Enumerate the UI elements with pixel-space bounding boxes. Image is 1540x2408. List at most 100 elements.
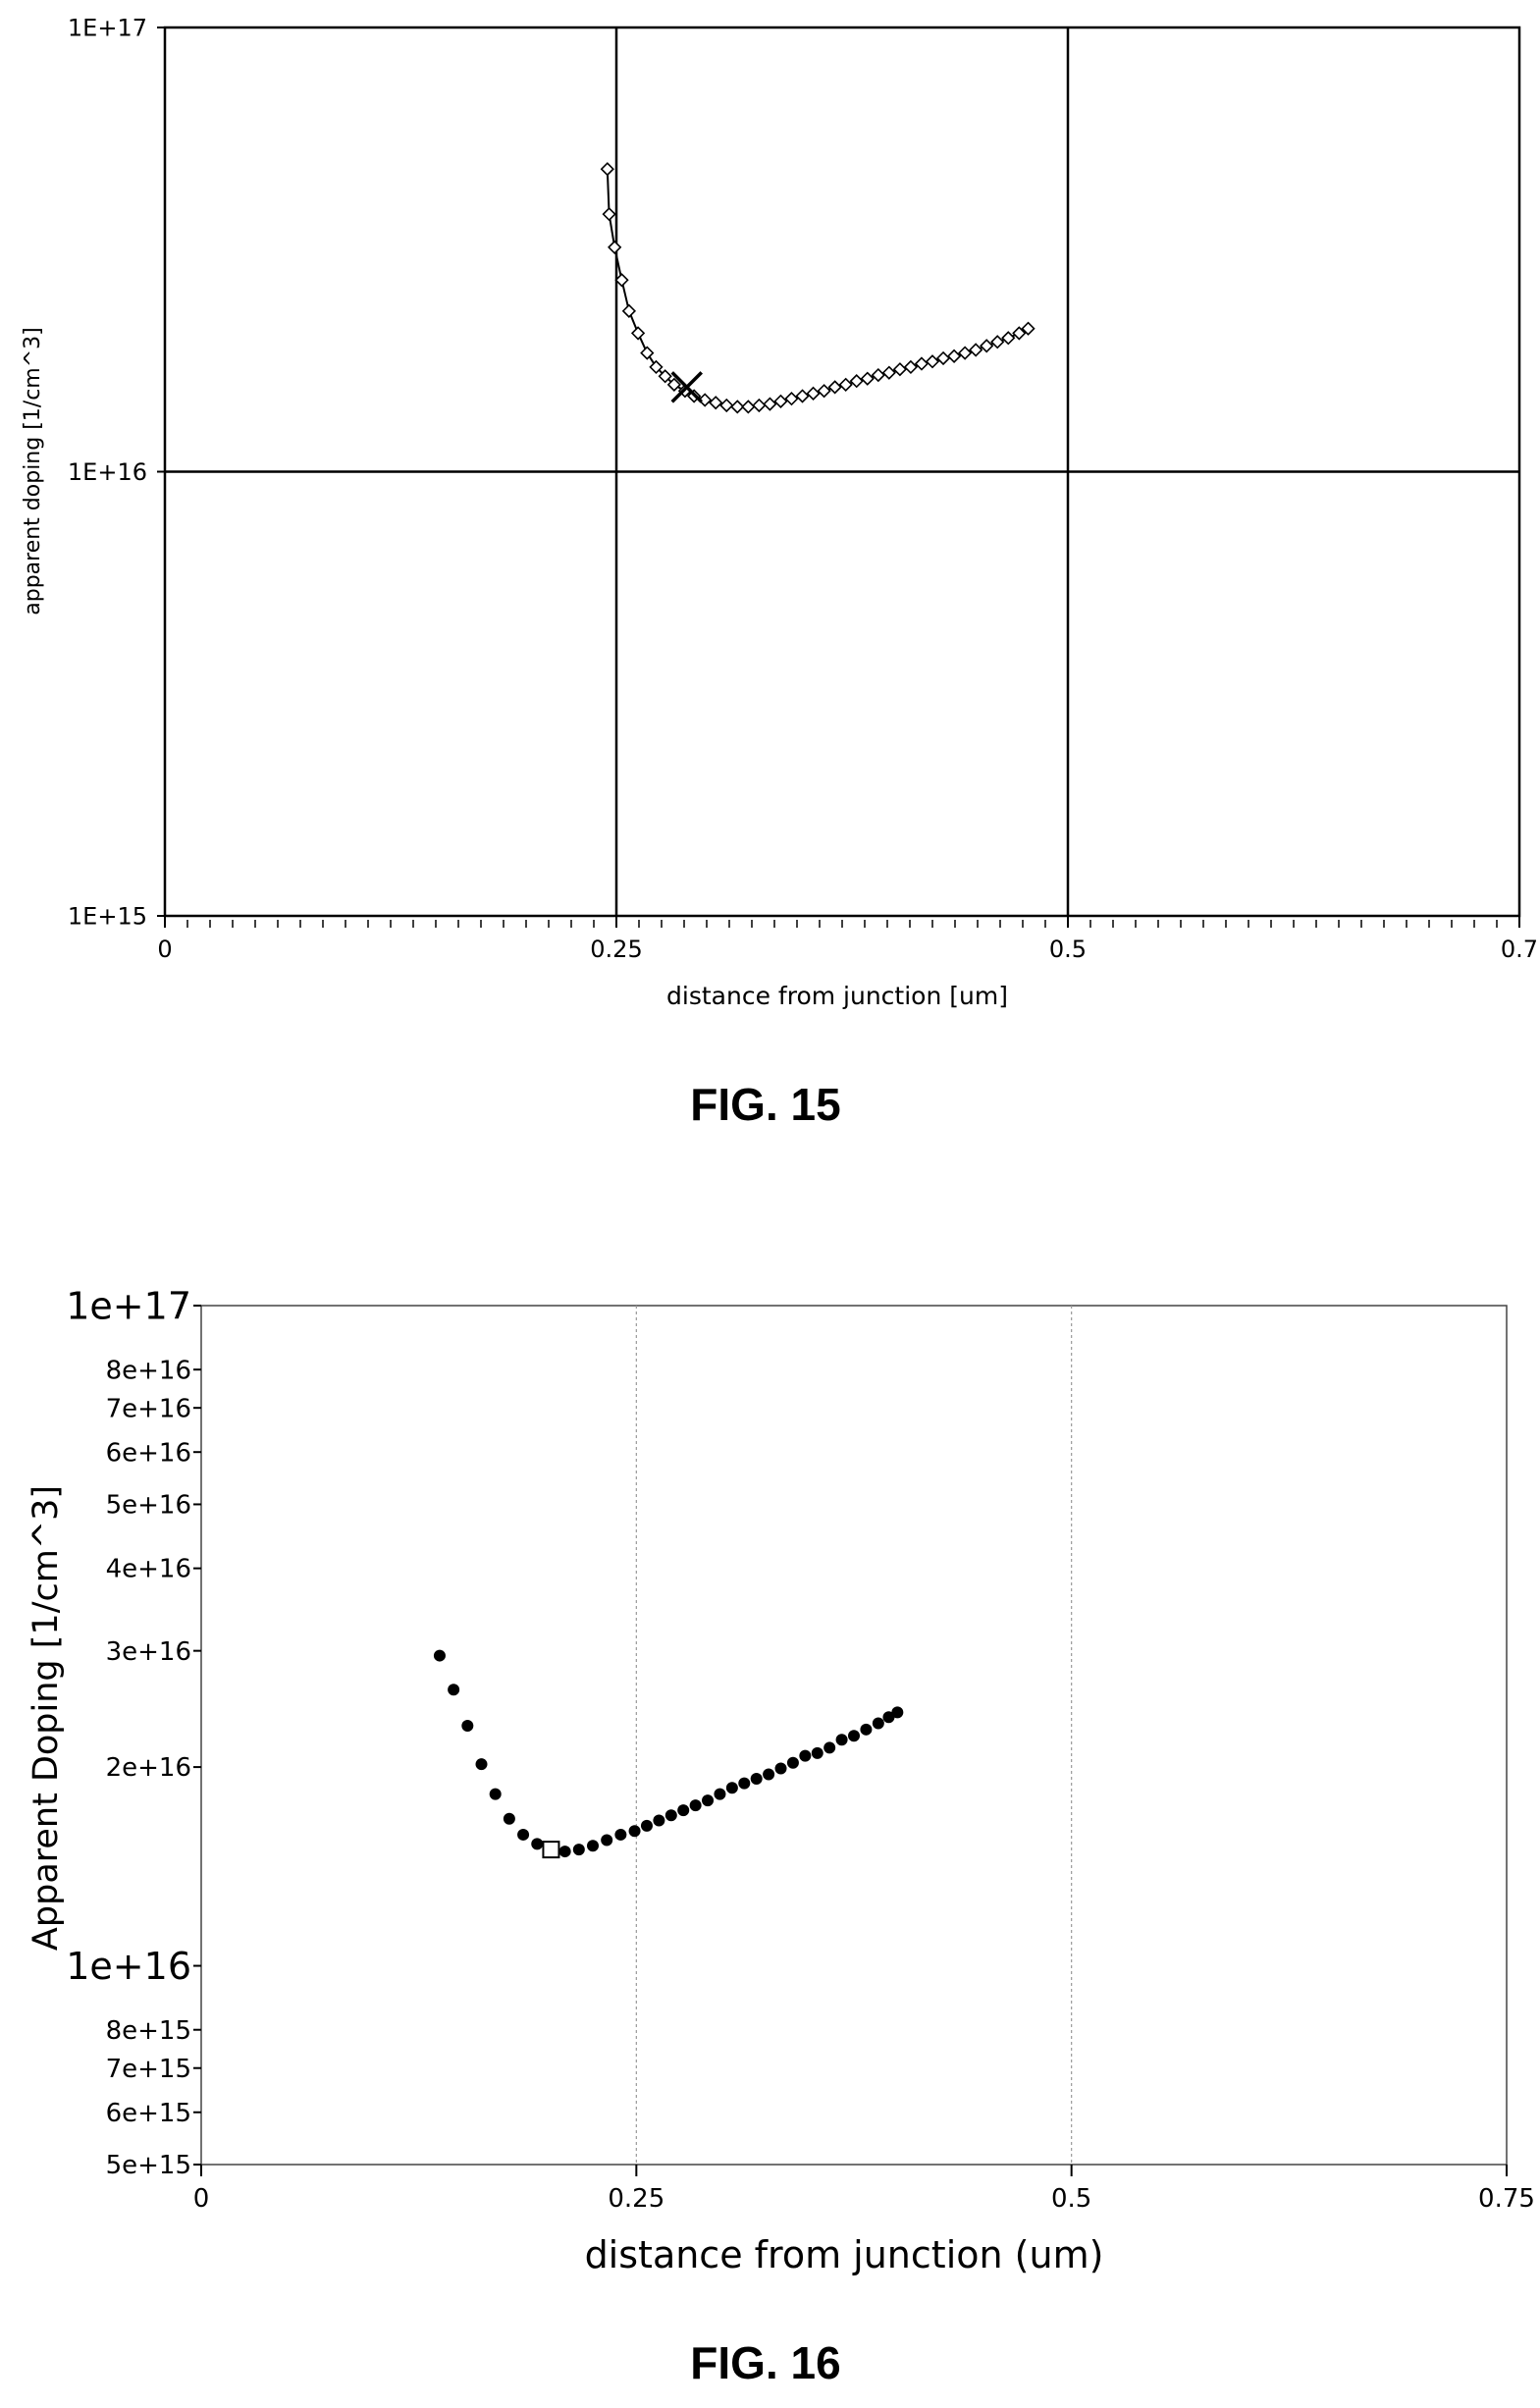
- fig15-data-point: [838, 377, 853, 392]
- fig15-data-point: [1021, 321, 1036, 336]
- fig15-y-tick-label: 1E+17: [68, 14, 147, 41]
- fig16-highlight-marker: [542, 1841, 560, 1859]
- fig16-data-point: [738, 1777, 751, 1790]
- fig16-data-point: [763, 1768, 775, 1781]
- fig16-data-point: [517, 1828, 530, 1841]
- fig15-data-point: [600, 162, 614, 177]
- fig15-data-point: [709, 396, 723, 410]
- fig16-y-tick-label: 5e+16: [106, 1491, 191, 1521]
- fig16-data-point: [725, 1782, 738, 1794]
- fig15-data-point: [849, 374, 864, 389]
- fig16-x-tick-label: 0: [193, 2184, 210, 2214]
- fig16-data-point: [823, 1741, 836, 1754]
- fig16-data-point: [714, 1788, 726, 1800]
- fig16-data-point: [702, 1794, 715, 1807]
- fig16-data-point: [799, 1749, 812, 1762]
- fig15-x-tick-label: 0.7: [1501, 936, 1538, 963]
- fig15-y-tick-label: 1E+16: [68, 458, 147, 486]
- fig15-x-axis-label: distance from junction [um]: [666, 982, 1008, 1010]
- fig15-data-point: [784, 391, 799, 406]
- fig15-data-point: [980, 339, 994, 353]
- fig16-y-tick-label: 8e+15: [106, 2016, 191, 2046]
- fig15-data-point: [741, 400, 756, 414]
- fig16-data-point: [558, 1846, 571, 1858]
- fig15-x-tick-label: 0: [157, 936, 172, 963]
- fig16-x-tick-label: 0.5: [1051, 2184, 1091, 2214]
- fig15-data-point: [608, 240, 622, 255]
- fig16-x-tick-label: 0.75: [1478, 2184, 1535, 2214]
- fig16-data-point: [461, 1719, 474, 1732]
- fig15-data-point: [730, 400, 745, 414]
- fig15-data-point: [806, 386, 821, 401]
- fig15-y-axis-label: apparent doping [1/cm^3]: [21, 327, 45, 615]
- fig16-data-point: [835, 1734, 848, 1746]
- fig16-data-point: [848, 1730, 860, 1742]
- fig16-x-axis: 0 0.25 0.5 0.75: [193, 2165, 1535, 2214]
- fig16-x-tick-label: 0.25: [608, 2184, 664, 2214]
- fig16-data-point: [433, 1649, 446, 1662]
- fig15-highlight-marker: [670, 371, 703, 403]
- fig15-data-point: [860, 371, 875, 386]
- fig16-grid: [635, 1306, 1073, 2165]
- fig15-data-point: [1001, 331, 1016, 346]
- fig16-series: [433, 1649, 904, 1859]
- fig16-data-point: [587, 1840, 599, 1852]
- fig15-data-point: [795, 389, 810, 403]
- fig16-data-point: [811, 1746, 823, 1759]
- fig16-plot-frame: [200, 1305, 1508, 2166]
- fig16-chart: 0 0.25 0.5 0.75 1e+17 8e+16 7e+16 6e+16 5e+16 4e…: [27, 1284, 1535, 2276]
- fig16-data-point: [860, 1723, 873, 1736]
- fig15-data-point: [892, 362, 908, 377]
- fig16-y-tick-label: 6e+15: [106, 2099, 191, 2128]
- fig16-caption: FIG. 16: [690, 2337, 841, 2388]
- fig15-caption: FIG. 15: [690, 1079, 841, 1130]
- fig15-data-point: [871, 367, 885, 383]
- fig16-y-tick-label: 1e+17: [66, 1284, 191, 1327]
- fig16-y-tick-label: 8e+16: [106, 1356, 191, 1385]
- fig16-data-point: [750, 1773, 763, 1786]
- fig15-data-point: [630, 326, 646, 341]
- fig15-data-point: [666, 377, 682, 392]
- fig15-y-tick-label: 1E+15: [68, 902, 147, 930]
- fig15-data-point: [969, 343, 983, 357]
- fig15-data-point: [640, 346, 655, 360]
- fig16-y-tick-label: 7e+16: [106, 1394, 191, 1423]
- fig16-data-point: [601, 1834, 613, 1846]
- fig15-chart: 0 0.25 0.5 0.7 1E+15 1E+16 1E+17 distance fro…: [21, 14, 1538, 1010]
- fig15-data-point: [614, 273, 629, 288]
- fig15-data-point: [914, 356, 929, 371]
- fig15-data-point: [990, 335, 1005, 349]
- fig16-data-point: [774, 1762, 787, 1775]
- fig16-data-point: [503, 1812, 515, 1825]
- fig16-data-point: [614, 1828, 627, 1841]
- fig16-data-point: [872, 1717, 884, 1730]
- fig16-data-point: [882, 1711, 895, 1724]
- fig15-data-point: [763, 397, 777, 411]
- fig16-y-tick-label: 5e+15: [106, 2151, 191, 2180]
- fig16-data-point: [475, 1758, 488, 1771]
- fig16-y-tick-label: 3e+16: [106, 1637, 191, 1667]
- fig15-y-axis: 1E+15 1E+16 1E+17: [68, 14, 165, 930]
- fig16-data-point: [664, 1809, 677, 1822]
- fig16-y-tick-label: 4e+16: [106, 1555, 191, 1584]
- fig15-x-tick-label: 0.5: [1049, 936, 1087, 963]
- fig15-data-point: [903, 359, 919, 375]
- fig15-x-tick-label: 0.25: [590, 936, 642, 963]
- fig15-data-point: [621, 303, 637, 318]
- fig15-data-point: [602, 207, 616, 222]
- fig16-y-axis: 1e+17 8e+16 7e+16 6e+16 5e+16 4e+16 3e+16 2e+16…: [66, 1284, 201, 2180]
- fig16-data-point: [489, 1788, 502, 1800]
- fig15-data-point: [925, 354, 940, 369]
- fig15-data-point: [817, 384, 831, 399]
- fig16-y-tick-label: 2e+16: [106, 1753, 191, 1783]
- fig16-data-point: [689, 1799, 702, 1812]
- fig16-x-axis-label: distance from junction (um): [585, 2233, 1104, 2276]
- fig16-data-point: [640, 1819, 653, 1832]
- fig15-data-point: [957, 346, 973, 360]
- fig15-data-point: [752, 398, 767, 413]
- fig16-data-point: [891, 1706, 904, 1719]
- fig15-series-line: [606, 169, 1029, 408]
- fig16-data-point: [677, 1804, 690, 1817]
- fig15-data-point: [881, 365, 896, 380]
